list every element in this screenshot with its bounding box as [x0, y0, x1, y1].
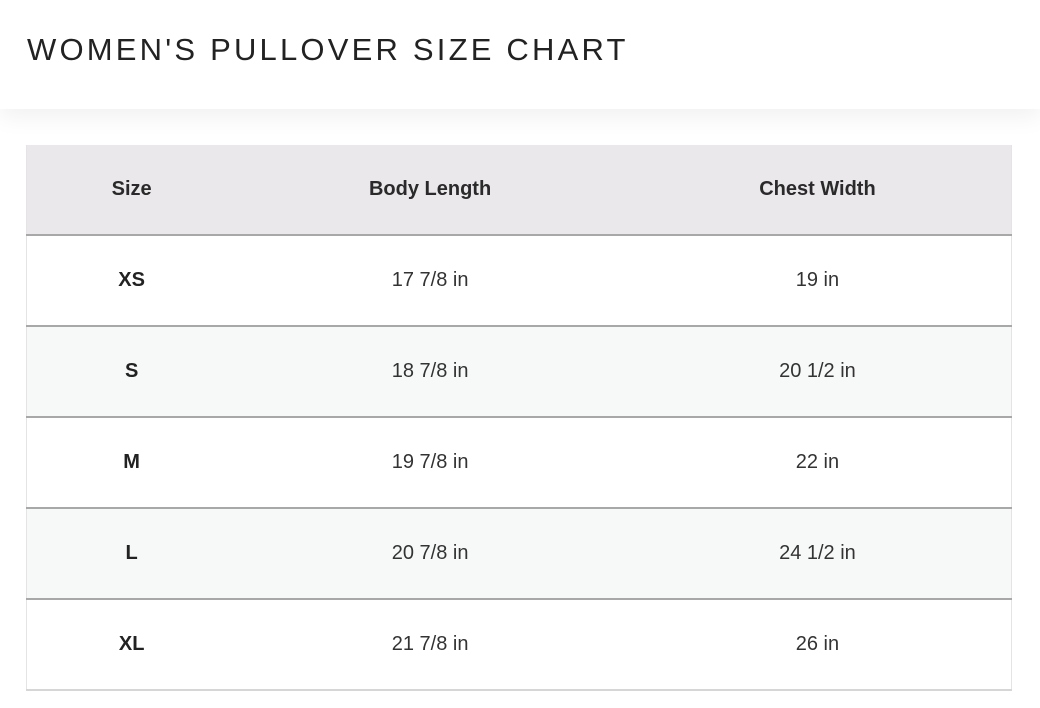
table-header-row: Size Body Length Chest Width: [26, 145, 1012, 236]
header-body-length: Body Length: [236, 145, 624, 236]
cell-chest-width: 20 1/2 in: [623, 326, 1012, 418]
table-row: M 19 7/8 in 22 in: [26, 417, 1012, 509]
cell-size: S: [26, 326, 237, 418]
cell-body-length: 20 7/8 in: [236, 508, 624, 600]
cell-chest-width: 24 1/2 in: [623, 508, 1012, 600]
size-chart-table: Size Body Length Chest Width XS 17 7/8 in…: [26, 145, 1012, 691]
cell-body-length: 19 7/8 in: [236, 417, 624, 509]
cell-body-length: 17 7/8 in: [236, 235, 624, 327]
cell-size: XS: [26, 235, 237, 327]
table-row: XS 17 7/8 in 19 in: [26, 235, 1012, 327]
cell-chest-width: 22 in: [623, 417, 1012, 509]
cell-chest-width: 19 in: [623, 235, 1012, 327]
header-size: Size: [26, 145, 237, 236]
header-chest-width: Chest Width: [623, 145, 1012, 236]
page-title: WOMEN'S PULLOVER SIZE CHART: [27, 32, 629, 67]
header-bar: WOMEN'S PULLOVER SIZE CHART: [0, 0, 1040, 109]
cell-body-length: 21 7/8 in: [236, 599, 624, 691]
cell-size: XL: [26, 599, 237, 691]
table-row: XL 21 7/8 in 26 in: [26, 599, 1012, 691]
table-row: S 18 7/8 in 20 1/2 in: [26, 326, 1012, 418]
table-row: L 20 7/8 in 24 1/2 in: [26, 508, 1012, 600]
cell-size: M: [26, 417, 237, 509]
cell-chest-width: 26 in: [623, 599, 1012, 691]
cell-size: L: [26, 508, 237, 600]
cell-body-length: 18 7/8 in: [236, 326, 624, 418]
